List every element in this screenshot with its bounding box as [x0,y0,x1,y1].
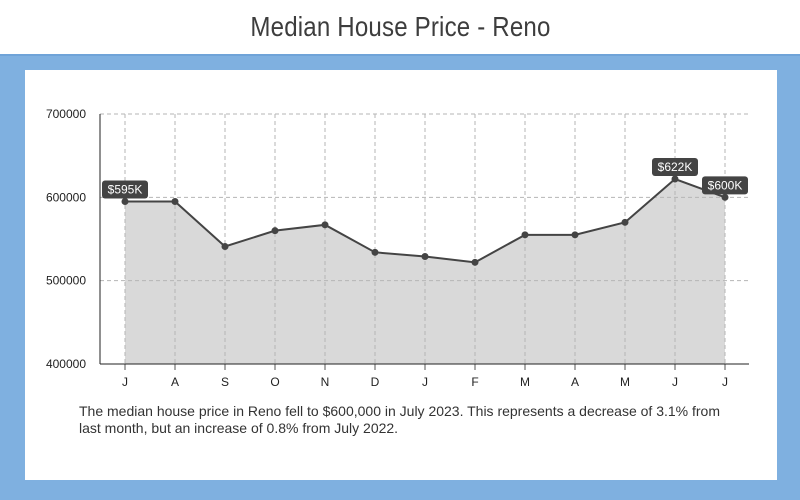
data-point [471,258,479,266]
header: Median House Price - Reno [0,0,800,56]
x-tick-label: J [122,375,128,389]
data-point [521,231,529,239]
y-tick-label: 700000 [46,107,86,121]
x-tick-label: J [672,375,678,389]
x-tick-label: O [270,375,279,389]
data-point [721,193,729,201]
data-point [621,218,629,226]
data-point [171,198,179,205]
y-tick-label: 600000 [46,190,86,204]
chart-caption: The median house price in Reno fell to $… [79,403,721,436]
data-point [571,231,579,239]
data-point [671,175,679,183]
data-label: $622K [658,160,693,174]
x-tick-label: J [722,375,728,389]
x-tick-label: A [171,375,179,389]
data-label-box [102,180,148,199]
data-point [421,253,429,260]
x-tick-label: F [471,375,478,389]
chart-card: 400000 500000 600000 700000 J A S O N D J F M A M J J $59… [25,70,777,480]
x-tick-label: A [571,375,579,389]
data-label-box [652,158,698,176]
x-tick-label: M [620,375,630,389]
page-title: Median House Price - Reno [249,11,551,42]
y-tick-label: 500000 [46,274,86,288]
line-chart: 400000 500000 600000 700000 J A S O N D J F M A M J J $59… [46,107,749,389]
data-label: $600K [708,178,743,192]
x-tick-label: D [371,375,380,389]
data-point [371,248,379,256]
x-tick-label: M [520,375,530,389]
y-tick-label: 400000 [46,357,86,371]
data-point [271,227,279,235]
data-label: $595K [108,183,143,197]
x-tick-label: J [422,375,428,389]
data-point [321,221,329,229]
data-point [121,198,129,205]
x-tick-label: S [221,375,229,389]
data-point [221,243,229,250]
data-label-box [702,176,748,195]
x-tick-label: N [321,375,330,389]
